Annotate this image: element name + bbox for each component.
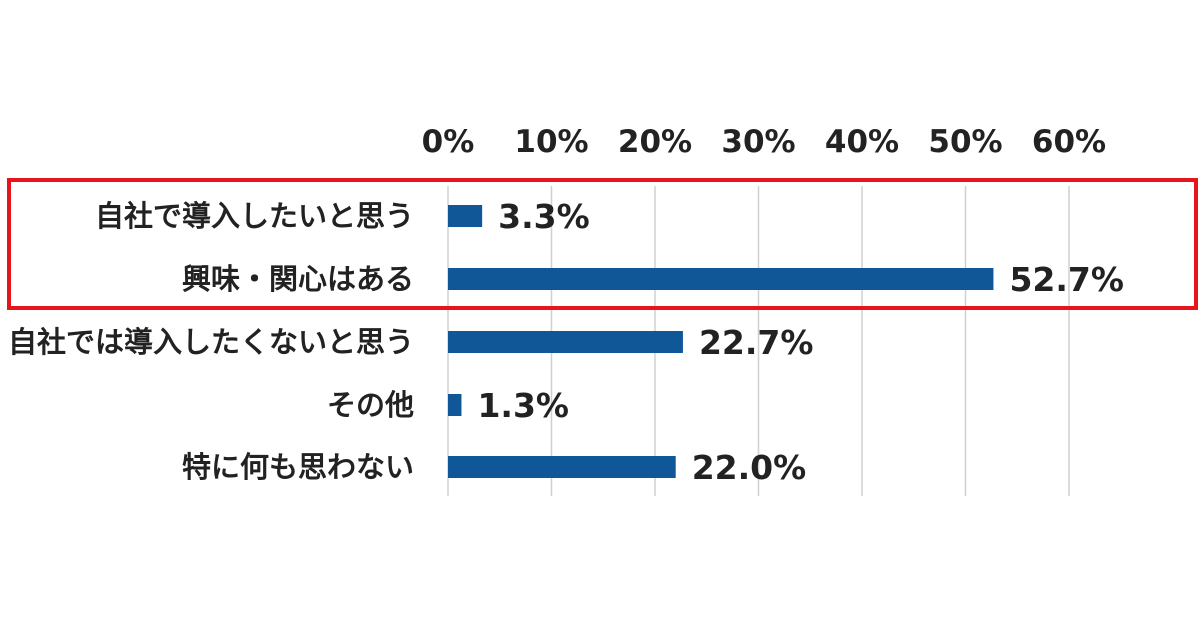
bar xyxy=(448,456,676,478)
data-label: 52.7% xyxy=(1009,260,1124,299)
value-labels: 3.3% 52.7% 22.7% 1.3% 22.0% xyxy=(477,197,1123,487)
data-label: 22.0% xyxy=(692,448,807,487)
category-labels: 自社で導入したいと思う興味・関心はある自社では導入したくないと思うその他特に何も… xyxy=(8,199,414,484)
data-label: 3.3% xyxy=(498,197,590,236)
bar xyxy=(448,205,483,227)
data-label: 22.7% xyxy=(699,323,814,362)
bar xyxy=(448,268,994,290)
bar xyxy=(448,331,683,353)
x-tick-label: 40% xyxy=(825,124,899,160)
x-tick-label: 60% xyxy=(1032,124,1106,160)
data-label: 1.3% xyxy=(477,386,569,425)
category-label: 自社では導入したくないと思う xyxy=(8,325,414,359)
x-tick-label: 10% xyxy=(514,124,588,160)
category-label: その他 xyxy=(327,388,414,422)
x-tick-label: 20% xyxy=(618,124,692,160)
bars xyxy=(448,205,994,478)
x-tick-label: 50% xyxy=(928,124,1002,160)
category-label: 興味・関心はある xyxy=(182,262,414,296)
x-tick-label: 0% xyxy=(422,124,475,160)
highlight-box xyxy=(7,178,1198,310)
x-tick-label: 30% xyxy=(721,124,795,160)
x-axis-ticks: 0% 10% 20% 30% 40% 50% 60% xyxy=(422,124,1106,160)
category-label: 自社で導入したいと思う xyxy=(95,199,414,233)
bar xyxy=(448,394,462,416)
category-label: 特に何も思わない xyxy=(182,450,414,484)
